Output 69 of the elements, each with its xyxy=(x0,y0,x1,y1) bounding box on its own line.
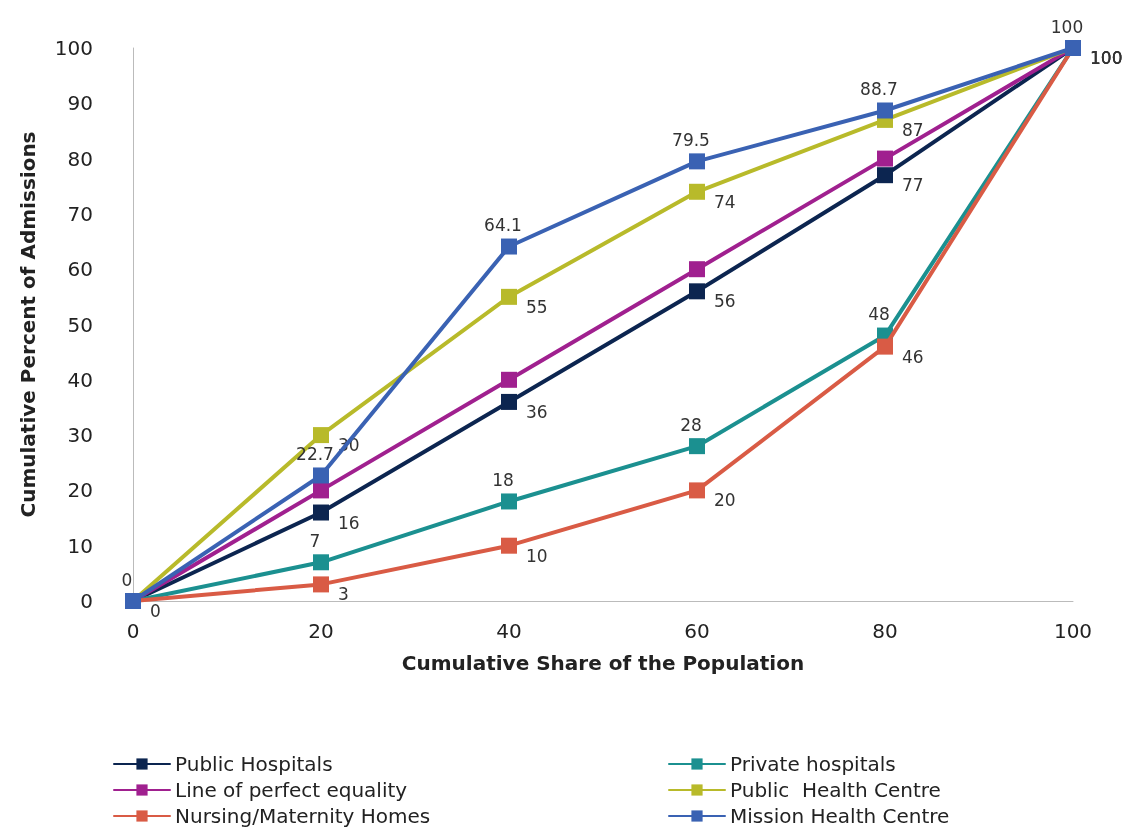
point xyxy=(689,153,705,170)
y-tick-label: 70 xyxy=(67,201,93,226)
y-tick-label: 20 xyxy=(67,478,93,503)
point xyxy=(689,183,705,200)
data-label: 46 xyxy=(902,346,924,367)
point xyxy=(501,393,517,410)
y-tick-label: 100 xyxy=(54,36,93,60)
legend-label: Private hospitals xyxy=(730,752,896,776)
y-tick-label: 60 xyxy=(67,257,93,282)
data-label: 55 xyxy=(526,296,548,317)
y-tick-label: 0 xyxy=(80,589,93,613)
data-label: 7 xyxy=(309,530,321,551)
data-label: 0 xyxy=(150,601,161,621)
data-label: 56 xyxy=(714,291,736,312)
point xyxy=(313,427,329,444)
point xyxy=(501,371,517,388)
point xyxy=(877,338,893,355)
data-label: 100 xyxy=(1050,16,1084,37)
point xyxy=(877,167,893,184)
data-label: 16 xyxy=(338,512,360,533)
y-tick-label: 40 xyxy=(67,367,93,392)
point xyxy=(501,493,517,510)
legend-label: Nursing/Maternity Homes xyxy=(175,804,431,828)
data-label: 20 xyxy=(714,490,736,511)
point xyxy=(501,537,517,554)
data-label: 74 xyxy=(714,191,736,212)
x-tick-label: 0 xyxy=(126,619,140,643)
x-tick-label: 40 xyxy=(496,619,522,643)
point xyxy=(313,482,329,499)
data-label: 88.7 xyxy=(860,78,898,99)
y-tick-label: 90 xyxy=(67,91,93,116)
point xyxy=(689,283,705,300)
point xyxy=(313,467,329,484)
data-label: 77 xyxy=(902,175,924,196)
point xyxy=(501,288,517,305)
point xyxy=(689,261,705,278)
data-label: 87 xyxy=(902,119,924,140)
point xyxy=(689,438,705,455)
data-label: 28 xyxy=(680,414,702,435)
point xyxy=(689,482,705,499)
y-axis-title: Cumulative Percent of Admissions xyxy=(16,131,40,518)
data-label: 3 xyxy=(338,584,349,605)
data-label: 48 xyxy=(868,304,890,325)
legend-label: Public Hospitals xyxy=(175,752,333,776)
y-tick-label: 50 xyxy=(67,312,93,337)
x-tick-label: 100 xyxy=(1053,619,1093,643)
point xyxy=(501,238,517,255)
data-label: 10 xyxy=(526,545,548,566)
x-tick-label: 60 xyxy=(684,619,710,643)
data-label: 36 xyxy=(526,401,548,422)
point xyxy=(313,504,329,521)
data-label: 79.5 xyxy=(672,129,710,150)
data-label: 100 xyxy=(1090,48,1123,68)
data-label: 64.1 xyxy=(484,215,522,236)
y-tick-label: 30 xyxy=(67,423,93,448)
y-tick-label: 80 xyxy=(67,146,93,171)
data-label: 0 xyxy=(121,569,133,590)
x-tick-label: 20 xyxy=(308,619,334,643)
point xyxy=(877,102,893,119)
x-tick-label: 80 xyxy=(872,619,898,643)
legend-label: Mission Health Centre xyxy=(730,804,950,828)
point xyxy=(313,576,329,593)
data-label: 18 xyxy=(492,469,514,490)
point xyxy=(877,150,893,167)
x-axis-title: Cumulative Share of the Population xyxy=(401,651,805,675)
y-tick-label: 10 xyxy=(67,533,93,558)
point xyxy=(313,554,329,571)
legend-label: Public Health Centre xyxy=(730,778,941,802)
legend-label: Line of perfect equality xyxy=(175,778,408,802)
